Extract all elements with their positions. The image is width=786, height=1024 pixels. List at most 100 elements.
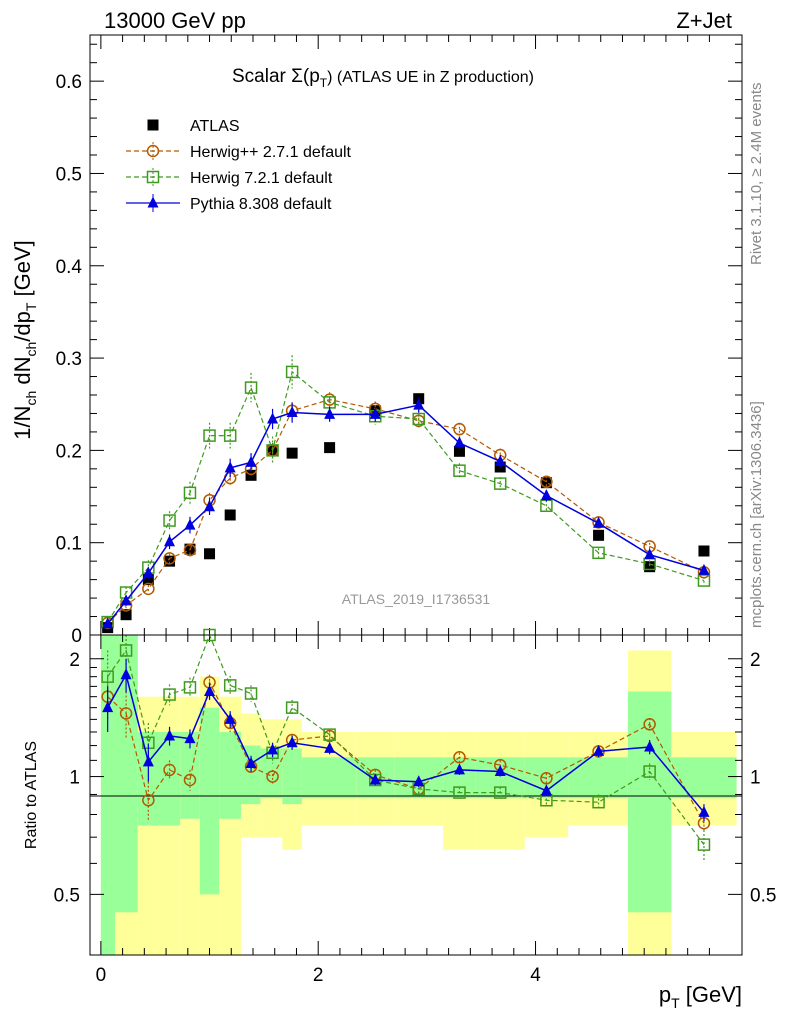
data-point-herwig7 <box>244 381 258 394</box>
data-point-herwigpp <box>540 772 553 785</box>
legend-label-herwigpp: Herwig++ 2.7.1 default <box>190 144 352 161</box>
data-point-herwigpp <box>163 552 176 565</box>
data-point-herwigpp <box>183 543 197 557</box>
xlabel-rest: [GeV] <box>680 982 742 1007</box>
main-ytick-label: 0.5 <box>56 164 82 185</box>
xtick-label: 0 <box>96 965 107 986</box>
legend-entry-atlas: ATLAS <box>147 118 240 135</box>
data-point-pythia <box>413 775 425 787</box>
series-pythia <box>102 658 710 821</box>
data-point-atlas <box>147 119 159 131</box>
ylabel-c-sub: T <box>23 302 39 311</box>
data-point-herwig7 <box>223 679 237 692</box>
data-point-pythia <box>224 461 236 473</box>
data-point-pythia <box>324 741 336 753</box>
data-point-pythia <box>164 729 176 741</box>
xtick-label: 2 <box>313 965 324 986</box>
header-left: 13000 GeV pp <box>104 8 246 33</box>
data-point-herwigpp <box>146 144 160 158</box>
data-point-pythia <box>286 406 298 418</box>
data-point-pythia <box>453 763 465 775</box>
main-ytick-label: 0.2 <box>56 441 82 462</box>
data-point-herwig7 <box>493 786 507 799</box>
data-point-herwigpp <box>119 707 133 720</box>
ratio-band-inner <box>159 731 181 826</box>
data-point-atlas <box>593 529 605 541</box>
ylabel-c: /dp <box>10 311 35 342</box>
data-point-herwigpp <box>266 770 279 783</box>
main-ytick-label: 0.3 <box>56 349 82 370</box>
main-ytick-label: 0 <box>71 626 82 647</box>
data-point-pythia <box>204 684 216 696</box>
data-point-pythia <box>494 454 506 466</box>
data-point-herwig7 <box>412 412 425 426</box>
ylabel-a-sub: ch <box>23 391 39 406</box>
ratio-ytick-label-right: 0.5 <box>750 885 776 906</box>
data-point-atlas <box>324 442 336 454</box>
data-point-herwigpp <box>323 393 336 406</box>
rivet-version-label: Rivet 3.1.10, ≥ 2.4M events <box>748 83 765 266</box>
data-point-herwig7 <box>183 681 197 694</box>
data-point-pythia <box>698 805 710 817</box>
main-ytick-label: 0.4 <box>56 257 83 278</box>
data-point-herwig7 <box>453 464 466 477</box>
ratio-band-inner <box>568 757 628 799</box>
ratio-series <box>101 628 711 861</box>
ratio-band-inner <box>627 691 672 913</box>
data-point-pythia <box>245 455 257 467</box>
data-point-herwig7 <box>101 670 114 683</box>
data-point-herwig7 <box>223 429 237 442</box>
data-point-pythia <box>286 736 298 748</box>
data-point-herwigpp <box>540 475 553 489</box>
legend-label-herwig7: Herwig 7.2.1 default <box>190 170 333 187</box>
legend: ATLAS Herwig++ 2.7.1 default Herwig 7.2.1 … <box>126 118 352 213</box>
legend-label-pythia: Pythia 8.308 default <box>190 196 332 213</box>
data-point-atlas <box>142 574 154 586</box>
series-line-herwigpp <box>107 398 705 624</box>
ratio-ytick-label-right: 1 <box>750 768 761 789</box>
data-point-herwigpp <box>163 763 176 777</box>
data-point-herwig7 <box>323 728 336 741</box>
ratio-band-inner <box>241 745 261 805</box>
data-point-pythia <box>540 784 552 796</box>
data-point-herwig7 <box>697 838 711 851</box>
ratio-band-inner <box>671 757 737 799</box>
data-point-herwig7 <box>643 765 656 778</box>
ratio-axis-ticks: 0.5 0.5 1 1 2 2 0 2 4 <box>54 635 776 986</box>
data-point-atlas <box>644 561 656 573</box>
data-point-pythia <box>142 566 154 578</box>
main-ytick-label: 0.1 <box>56 534 82 555</box>
data-point-pythia <box>267 412 279 424</box>
ratio-ytick-label: 1 <box>69 768 80 789</box>
data-point-pythia <box>102 617 114 629</box>
xtick-label: 4 <box>530 965 541 986</box>
data-point-herwig7 <box>163 688 176 701</box>
data-point-atlas <box>224 509 236 521</box>
data-point-herwigpp <box>183 773 197 787</box>
data-point-atlas <box>286 447 298 459</box>
data-point-pythia <box>120 668 132 680</box>
main-axis-ticks: 0 0.1 0.2 0.3 0.4 0.5 0.6 <box>56 35 742 647</box>
ratio-band-inner <box>199 707 220 895</box>
ylabel-b-sub: ch <box>23 342 39 357</box>
series-herwig7 <box>101 355 711 629</box>
main-title: Scalar Σ(pT) (ATLAS UE in Z production) <box>232 66 534 90</box>
data-point-herwig7 <box>183 486 197 500</box>
ylabel-b: dN <box>10 357 35 391</box>
ratio-panel-frame <box>89 634 743 956</box>
ylabel-d: [GeV] <box>10 240 35 302</box>
main-ytick-label: 0.6 <box>56 72 82 93</box>
data-point-herwig7 <box>592 795 605 809</box>
legend-entry-herwig7: Herwig 7.2.1 default <box>126 168 333 187</box>
ratio-ytick-label: 0.5 <box>54 885 80 906</box>
data-point-herwig7 <box>453 786 466 799</box>
data-point-herwigpp <box>142 793 155 807</box>
data-point-herwig7 <box>244 687 258 700</box>
series-line-herwig7 <box>107 370 705 623</box>
ratio-ylabel: Ratio to ATLAS <box>23 741 40 849</box>
data-point-pythia <box>102 701 114 713</box>
main-ylabel: 1/Nch dNch/dpT [GeV] <box>10 240 39 440</box>
main-series <box>101 355 711 634</box>
legend-entry-pythia: Pythia 8.308 default <box>126 194 332 213</box>
